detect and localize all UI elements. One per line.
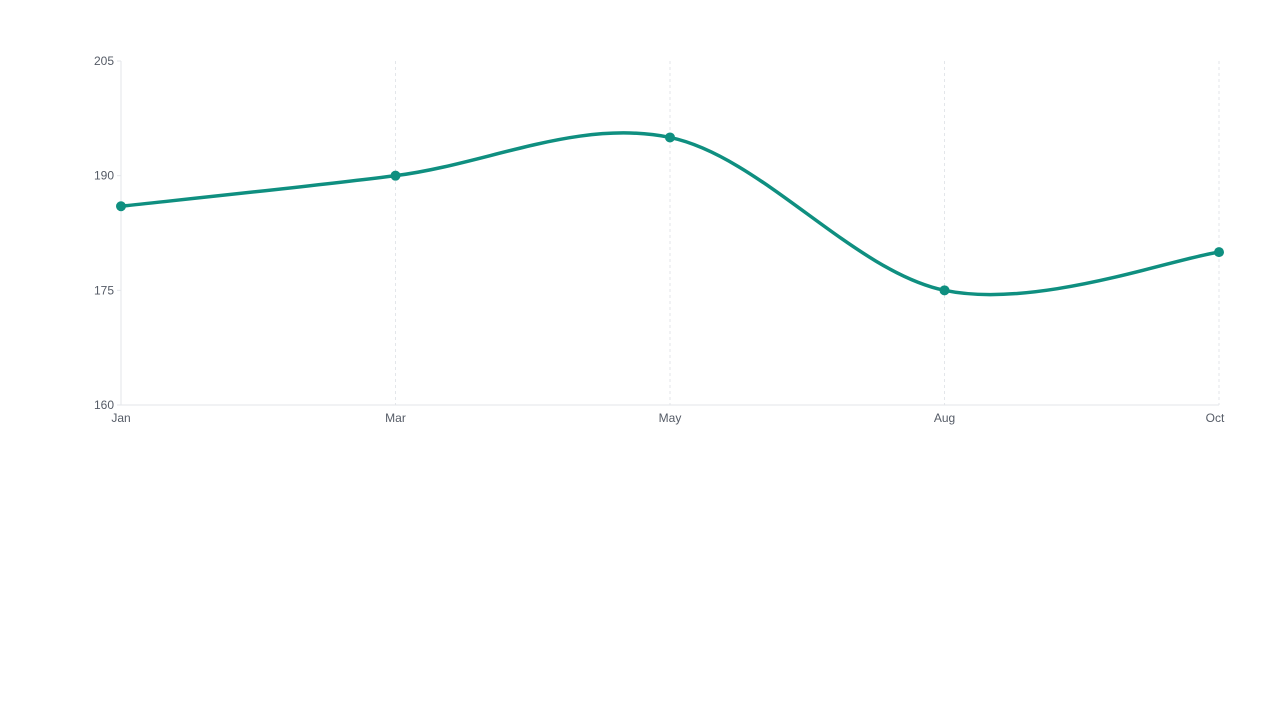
grid-lines [120,61,1220,405]
x-tick-label: May [659,411,682,425]
axes [117,60,1219,406]
tick-labels: 160 175 190 205 Jan Mar May Aug Oct [94,54,1225,425]
data-point-may[interactable] [665,132,675,143]
data-point-jan[interactable] [116,201,126,212]
data-points [116,132,1224,296]
data-point-oct[interactable] [1214,247,1224,258]
y-tick-label: 160 [94,398,114,412]
y-tick-label: 175 [94,283,114,297]
y-tick-label: 190 [94,169,114,183]
x-tick-label: Jan [111,411,130,425]
x-tick-label: Aug [934,411,955,425]
x-tick-label: Oct [1206,411,1225,425]
y-tick-label: 205 [94,54,114,68]
data-point-aug[interactable] [939,285,950,296]
x-tick-label: Mar [385,411,406,425]
data-point-mar[interactable] [390,170,401,181]
